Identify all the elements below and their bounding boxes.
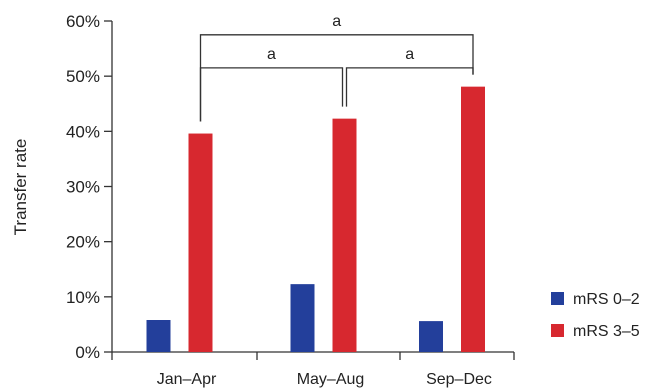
legend-label: mRS 3–5 [573,323,640,340]
y-tick-label: 40% [66,122,100,141]
y-tick-label: 0% [75,343,100,362]
x-tick-label: Jan–Apr [157,371,217,388]
y-tick-label: 50% [66,67,100,86]
bar-mrs-0-2 [290,284,315,352]
legend-label: mRS 0–2 [573,291,640,308]
bars [146,86,485,353]
bar-mrs-0-2 [419,321,443,352]
legend: mRS 0–2 mRS 3–5 [551,291,640,340]
significance-bracket [199,67,344,122]
y-tick-label: 60% [66,12,100,31]
y-tick-label: 20% [66,233,100,252]
significance-label: a [332,13,341,30]
y-tick-label: 10% [66,288,100,307]
significance-bracket [199,34,474,122]
bar-mrs-3-5 [461,86,485,353]
significance-label: a [405,46,414,63]
significance-bracket [345,67,474,107]
y-axis-label: Transfer rate [11,139,30,236]
bar-mrs-3-5 [332,118,357,353]
legend-swatch [551,324,564,337]
bar-mrs-0-2 [146,320,171,352]
x-tick-label: May–Aug [297,371,365,388]
x-tick-label: Sep–Dec [426,371,492,388]
significance-brackets: a a a [199,13,474,122]
bar-mrs-3-5 [188,133,213,352]
significance-label: a [267,46,276,63]
y-tick-label: 30% [66,178,100,197]
axes: 0% 10% 20% 30% 40% 50% 60% Jan–Apr May–Aug Sep–De… [66,12,515,388]
legend-swatch [551,292,564,305]
